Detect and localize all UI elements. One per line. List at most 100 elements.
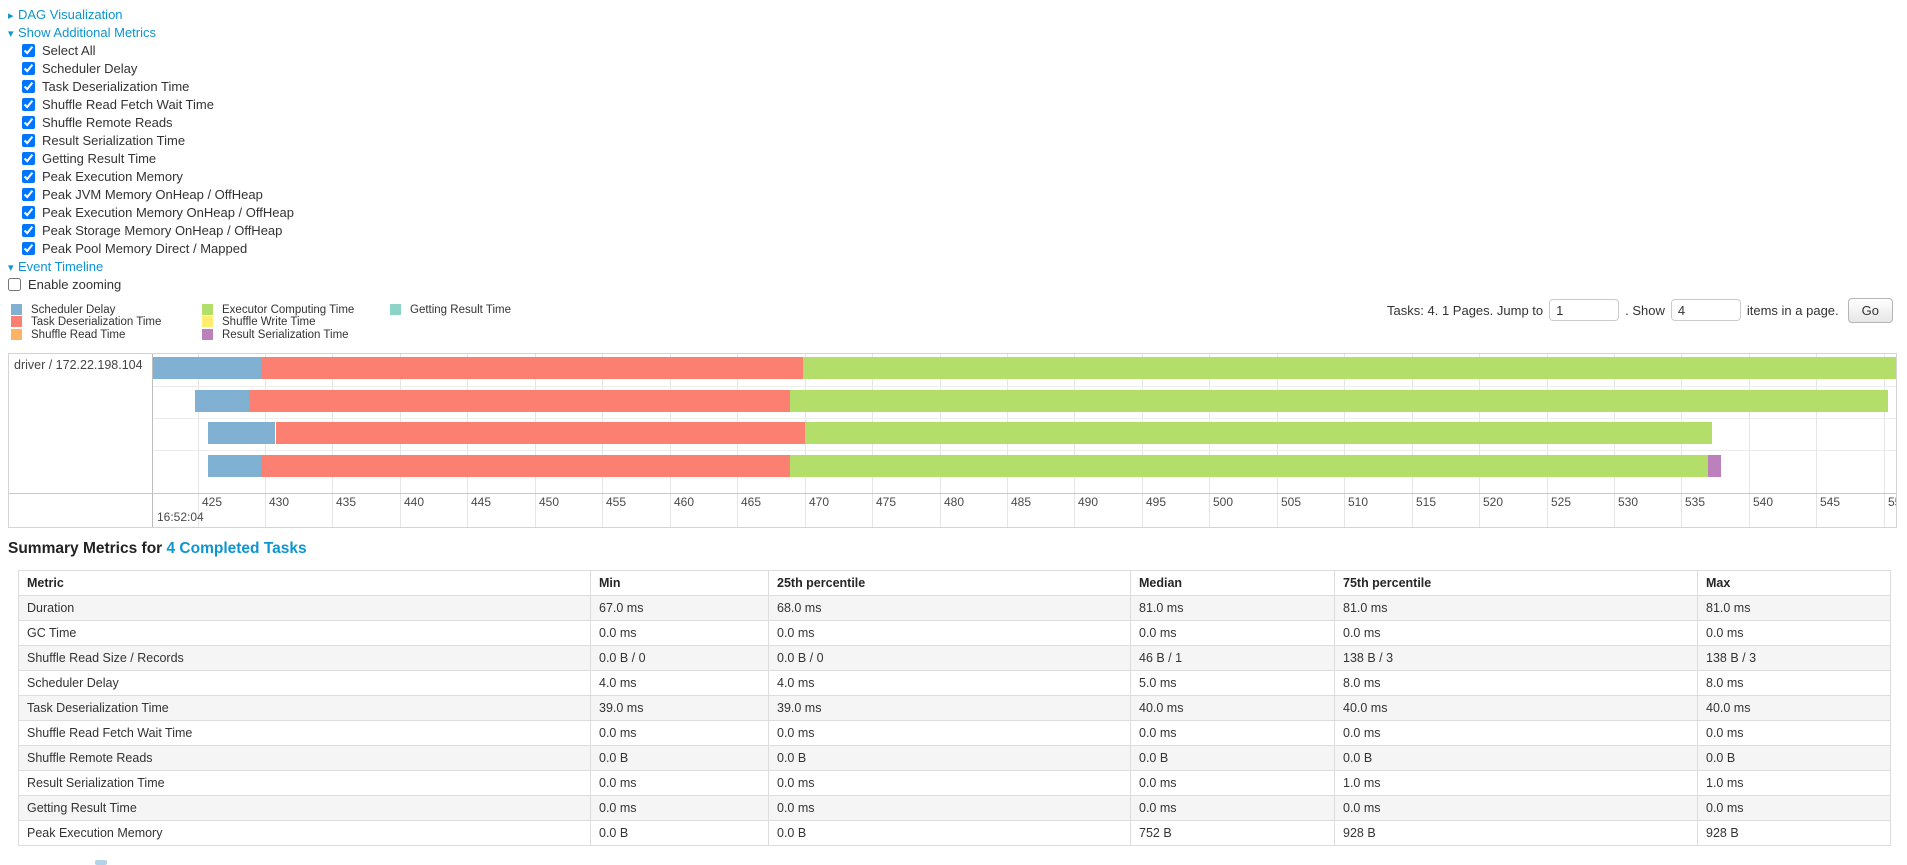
checkbox-peak-storage-memory-onheap-offheap[interactable] (22, 224, 35, 237)
task-bar-task-deserialization[interactable] (261, 357, 803, 379)
metric-value-cell: 0.0 B (768, 820, 1131, 846)
metric-value-cell: 0.0 ms (590, 720, 769, 746)
task-bar-task-deserialization[interactable] (276, 422, 805, 444)
task-bar-scheduler-delay[interactable] (153, 357, 261, 379)
jump-to-page-input[interactable] (1549, 299, 1620, 321)
metric-option-peak-storage-memory-onheap-offheap[interactable]: Peak Storage Memory OnHeap / OffHeap (22, 222, 294, 240)
metric-row-result-serialization-time: Result Serialization Time 0.0 ms 0.0 ms 0.0… (18, 770, 1891, 796)
metric-option-peak-execution-memory-onheap-offheap[interactable]: Peak Execution Memory OnHeap / OffHeap (22, 204, 294, 222)
column-header-median: Median (1130, 570, 1335, 596)
checkbox-getting-result-time[interactable] (22, 152, 35, 165)
items-per-page-input[interactable] (1670, 299, 1741, 321)
task-bar-executor-computing[interactable] (803, 357, 1896, 379)
clipped-content-fragment (95, 860, 107, 865)
pagination-show-text: . Show (1625, 302, 1665, 318)
metric-value-cell: 81.0 ms (1334, 595, 1698, 621)
timeline-row-separator (153, 386, 1896, 387)
metric-option-label: Task Deserialization Time (42, 79, 190, 94)
event-timeline-toggle[interactable]: ▾ Event Timeline (8, 258, 294, 276)
metric-value-cell: 0.0 B (1130, 745, 1335, 771)
collapsed-arrow-icon: ▸ (8, 10, 14, 22)
metric-option-peak-execution-memory[interactable]: Peak Execution Memory (22, 168, 294, 186)
legend-item-result-serialization-time: Result Serialization Time (202, 328, 354, 341)
axis-tick-label: 455 (606, 495, 627, 509)
legend-item-shuffle-read-time: Shuffle Read Time (11, 328, 161, 341)
metric-value-cell: 0.0 ms (1334, 795, 1698, 821)
metric-option-task-deserialization-time[interactable]: Task Deserialization Time (22, 78, 294, 96)
metric-option-shuffle-remote-reads[interactable]: Shuffle Remote Reads (22, 114, 294, 132)
checkbox-peak-jvm-memory-onheap-offheap[interactable] (22, 188, 35, 201)
checkbox-peak-pool-memory-direct-mapped[interactable] (22, 242, 35, 255)
metric-value-cell: 0.0 ms (1130, 620, 1335, 646)
enable-zooming-checkbox[interactable] (8, 278, 21, 291)
metric-value-cell: 0.0 ms (1697, 720, 1891, 746)
go-button[interactable]: Go (1847, 297, 1893, 323)
metric-row-scheduler-delay: Scheduler Delay 4.0 ms 4.0 ms 5.0 ms 8.0 ms 8… (18, 670, 1891, 696)
enable-zooming-label: Enable zooming (28, 277, 122, 292)
metric-option-shuffle-read-fetch-wait-time[interactable]: Shuffle Read Fetch Wait Time (22, 96, 294, 114)
task-bar-scheduler-delay[interactable] (208, 455, 261, 477)
task-bar-executor-computing[interactable] (790, 455, 1709, 477)
checkbox-scheduler-delay[interactable] (22, 62, 35, 75)
task-bar-executor-computing[interactable] (790, 390, 1888, 412)
metric-option-select-all[interactable]: Select All (22, 42, 294, 60)
metric-option-scheduler-delay[interactable]: Scheduler Delay (22, 60, 294, 78)
metric-option-result-serialization-time[interactable]: Result Serialization Time (22, 132, 294, 150)
metric-option-peak-jvm-memory-onheap-offheap[interactable]: Peak JVM Memory OnHeap / OffHeap (22, 186, 294, 204)
shuffle-read-time-swatch-icon (11, 328, 22, 340)
axis-tick-label: 480 (944, 495, 965, 509)
checkbox-shuffle-read-fetch-wait-time[interactable] (22, 98, 35, 111)
metric-value-cell: 0.0 B (768, 745, 1131, 771)
metric-value-cell: 68.0 ms (768, 595, 1131, 621)
legend-item-task-deserialization-time: Task Deserialization Time (11, 316, 161, 328)
axis-tick-label: 460 (674, 495, 695, 509)
metric-value-cell: 1.0 ms (1334, 770, 1698, 796)
task-bar-result-serialization[interactable] (1708, 455, 1721, 477)
show-additional-metrics-label: Show Additional Metrics (18, 25, 157, 40)
axis-tick-label: 440 (404, 495, 425, 509)
metric-option-getting-result-time[interactable]: Getting Result Time (22, 150, 294, 168)
metric-value-cell: 0.0 ms (590, 795, 769, 821)
checkbox-result-serialization-time[interactable] (22, 134, 35, 147)
task-bar-executor-computing[interactable] (805, 422, 1712, 444)
metric-row-gc-time: GC Time 0.0 ms 0.0 ms 0.0 ms 0.0 ms 0.0 ms (18, 620, 1891, 646)
metric-name-cell: Peak Execution Memory (18, 820, 591, 846)
checkbox-peak-execution-memory-onheap-offheap[interactable] (22, 206, 35, 219)
metric-option-label: Peak Execution Memory OnHeap / OffHeap (42, 205, 294, 220)
axis-tick-label: 500 (1213, 495, 1234, 509)
metric-option-peak-pool-memory-direct-mapped[interactable]: Peak Pool Memory Direct / Mapped (22, 240, 294, 258)
checkbox-select-all[interactable] (22, 44, 35, 57)
checkbox-task-deserialization-time[interactable] (22, 80, 35, 93)
metric-value-cell: 81.0 ms (1697, 595, 1891, 621)
task-bar-scheduler-delay[interactable] (195, 390, 249, 412)
event-timeline-label: Event Timeline (18, 259, 104, 274)
axis-tick-label: 450 (539, 495, 560, 509)
metric-value-cell: 40.0 ms (1334, 695, 1698, 721)
metric-name-cell: Duration (18, 595, 591, 621)
checkbox-peak-execution-memory[interactable] (22, 170, 35, 183)
legend-label: Getting Result Time (410, 304, 511, 316)
metric-value-cell: 138 B / 3 (1334, 645, 1698, 671)
metric-value-cell: 4.0 ms (768, 670, 1131, 696)
enable-zooming-control[interactable]: Enable zooming (8, 276, 294, 294)
checkbox-shuffle-remote-reads[interactable] (22, 116, 35, 129)
metric-value-cell: 40.0 ms (1697, 695, 1891, 721)
pagination-items-text: items in a page. (1746, 302, 1839, 318)
metric-value-cell: 138 B / 3 (1697, 645, 1891, 671)
legend-column: Executor Computing Time Shuffle Write Tim… (202, 304, 354, 341)
metric-value-cell: 0.0 ms (1130, 770, 1335, 796)
legend-column: Scheduler Delay Task Deserialization Time… (11, 304, 161, 341)
task-bar-task-deserialization[interactable] (249, 390, 790, 412)
metric-value-cell: 8.0 ms (1334, 670, 1698, 696)
completed-tasks-link[interactable]: 4 Completed Tasks (166, 540, 307, 557)
metric-checkbox-list: Select All Scheduler Delay Task Deserializ… (22, 42, 294, 258)
legend-item-getting-result-time: Getting Result Time (390, 304, 511, 316)
axis-tick-label: 430 (269, 495, 290, 509)
dag-visualization-toggle[interactable]: ▸ DAG Visualization (8, 6, 294, 24)
task-bar-task-deserialization[interactable] (261, 455, 790, 477)
metric-option-label: Result Serialization Time (42, 133, 186, 148)
summary-heading-text: Summary Metrics for (8, 540, 167, 557)
task-bar-scheduler-delay[interactable] (208, 422, 275, 444)
show-additional-metrics-toggle[interactable]: ▾ Show Additional Metrics (8, 24, 294, 42)
